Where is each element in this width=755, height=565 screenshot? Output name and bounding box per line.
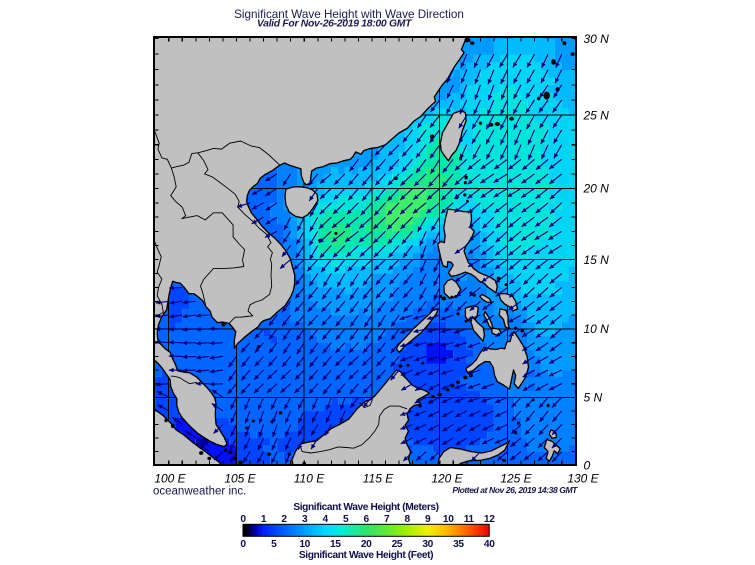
svg-text:Valid For Nov-26-2019 18:00 GM: Valid For Nov-26-2019 18:00 GMT [257, 19, 413, 30]
svg-text:15: 15 [330, 539, 341, 550]
svg-text:10: 10 [299, 539, 310, 550]
svg-text:5: 5 [343, 514, 349, 525]
svg-text:0: 0 [584, 458, 591, 472]
svg-text:110 E: 110 E [294, 472, 325, 486]
svg-text:2: 2 [281, 514, 287, 525]
svg-text:1: 1 [261, 514, 267, 525]
svg-text:115 E: 115 E [363, 472, 394, 486]
svg-text:25: 25 [392, 539, 403, 550]
svg-text:30 N: 30 N [584, 32, 610, 46]
svg-text:Significant Wave Height (Meter: Significant Wave Height (Meters) [293, 502, 438, 513]
svg-text:125 E: 125 E [500, 472, 532, 486]
svg-text:7: 7 [384, 514, 390, 525]
svg-text:11: 11 [464, 514, 475, 525]
svg-text:oceanweather inc.: oceanweather inc. [153, 486, 246, 498]
svg-text:0: 0 [240, 539, 246, 550]
svg-text:15 N: 15 N [584, 253, 610, 267]
svg-text:20 N: 20 N [583, 182, 610, 196]
svg-text:12: 12 [484, 514, 495, 525]
svg-text:Significant Wave Height (Feet): Significant Wave Height (Feet) [299, 550, 433, 560]
svg-text:8: 8 [404, 514, 410, 525]
svg-text:130 E: 130 E [567, 472, 599, 486]
svg-text:20: 20 [361, 539, 372, 550]
svg-text:5: 5 [271, 539, 277, 550]
svg-text:Plotted at Nov 26, 2019 14:38: Plotted at Nov 26, 2019 14:38 GMT [452, 485, 578, 495]
svg-text:5 N: 5 N [584, 391, 603, 405]
svg-text:100 E: 100 E [154, 472, 186, 486]
svg-text:10 N: 10 N [584, 322, 610, 336]
svg-text:0: 0 [240, 514, 246, 525]
svg-text:6: 6 [363, 514, 369, 525]
svg-text:25 N: 25 N [583, 108, 610, 122]
svg-text:9: 9 [425, 514, 431, 525]
svg-text:105 E: 105 E [224, 472, 256, 486]
svg-text:40: 40 [484, 539, 495, 550]
svg-text:120 E: 120 E [431, 472, 463, 486]
svg-text:3: 3 [302, 514, 308, 525]
svg-text:30: 30 [422, 539, 433, 550]
svg-text:10: 10 [443, 514, 454, 525]
svg-text:35: 35 [453, 539, 464, 550]
svg-text:4: 4 [322, 514, 328, 525]
